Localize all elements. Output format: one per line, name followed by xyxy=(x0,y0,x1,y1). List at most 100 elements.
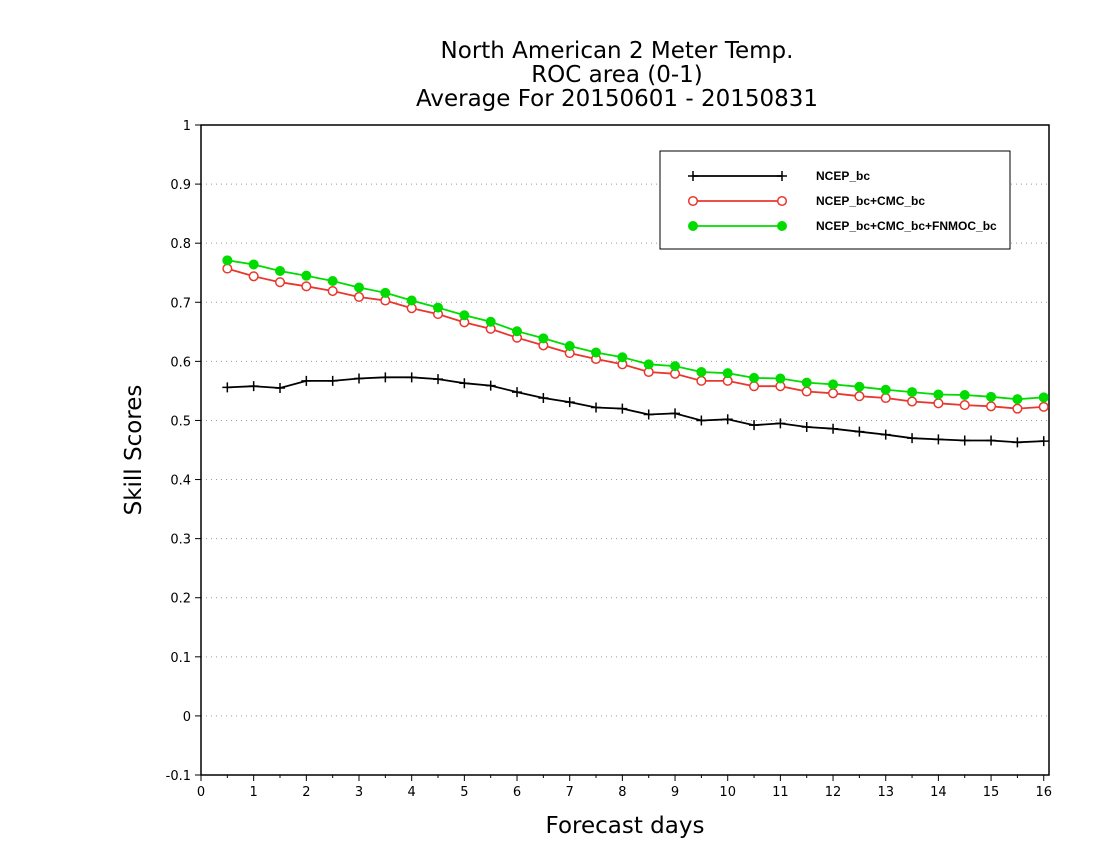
legend-label-2: NCEP_bc+CMC_bc xyxy=(816,194,925,208)
y-tick-label-0: -0.1 xyxy=(166,769,191,784)
series-3-point-22 xyxy=(801,377,812,388)
series-2-point-2 xyxy=(274,277,286,288)
series-1-point-14 xyxy=(591,402,602,413)
series-3-point-7 xyxy=(406,295,417,306)
x-tick-label-6: 6 xyxy=(513,785,521,800)
series-3-point-12 xyxy=(538,333,549,344)
series-3-point-26 xyxy=(907,387,918,398)
series-1-point-0 xyxy=(222,382,233,393)
series-1-point-19 xyxy=(722,414,733,425)
series-3-point-4 xyxy=(327,276,338,286)
plot-area-frame xyxy=(200,124,1050,776)
chart-title-line-3: Average For 20150601 - 20150831 xyxy=(416,86,818,112)
series-1-point-3 xyxy=(301,375,312,386)
series-3-point-21 xyxy=(775,373,786,384)
x-tick-label-12: 12 xyxy=(825,785,842,800)
series-2-point-20 xyxy=(748,381,760,392)
y-tick-label-7: 0.6 xyxy=(170,355,191,370)
chart-title-line-1: North American 2 Meter Temp. xyxy=(441,38,794,64)
series-3-point-2 xyxy=(275,265,286,276)
legend-marker-2a xyxy=(687,195,699,207)
series-1-point-7 xyxy=(406,372,417,383)
series-3-point-0 xyxy=(222,255,233,266)
series-1-point-13 xyxy=(564,397,575,408)
series-1-point-22 xyxy=(801,421,812,432)
y-tick-label-1: 0 xyxy=(183,710,191,725)
series-1-point-4 xyxy=(327,375,338,386)
y-tick-label-3: 0.2 xyxy=(170,592,191,607)
legend-entry-1: NCEP_bc xyxy=(688,169,870,183)
series-1-point-31 xyxy=(1038,436,1049,447)
series-3-point-17 xyxy=(670,361,681,372)
legend-entry-3: NCEP_bc+CMC_bc+FNMOC_bc xyxy=(688,219,997,233)
x-axis-label: Forecast days xyxy=(546,813,705,839)
x-tick-label-5: 5 xyxy=(460,785,468,800)
x-tick-label-10: 10 xyxy=(719,785,736,800)
x-tick-label-4: 4 xyxy=(408,785,416,800)
series-3-point-31 xyxy=(1038,392,1049,403)
y-tick-label-10: 0.9 xyxy=(170,178,191,193)
x-tick-label-2: 2 xyxy=(302,785,310,800)
series-3-point-5 xyxy=(354,282,365,293)
series-1-point-9 xyxy=(459,378,470,389)
y-tick-label-6: 0.5 xyxy=(170,414,191,429)
legend-marker-3b xyxy=(777,221,787,231)
series-2-point-22 xyxy=(801,386,812,397)
series-1-point-20 xyxy=(749,420,760,431)
series-3-point-15 xyxy=(617,352,628,363)
series-3-point-16 xyxy=(643,359,654,370)
series-2-point-1 xyxy=(248,271,259,282)
series-2-point-3 xyxy=(301,281,312,292)
legend-marker-1b xyxy=(777,171,787,181)
series-2-point-31 xyxy=(1038,401,1049,412)
series-3-point-28 xyxy=(959,390,970,401)
series-3-point-8 xyxy=(433,302,444,313)
series-3-point-29 xyxy=(986,391,997,402)
series-2-point-0 xyxy=(222,263,233,274)
series-2-point-25 xyxy=(880,392,891,404)
series-lines xyxy=(222,255,1049,448)
series-2 xyxy=(222,263,1049,414)
y-axis-ticks: -0.1 0 0.1 0.2 0.3 0.4 0.5 0.6 0.7 0.8 0.9 1 xyxy=(166,119,201,784)
series-1-point-16 xyxy=(643,409,654,420)
series-1-point-23 xyxy=(828,423,839,434)
series-1-point-18 xyxy=(696,415,707,426)
x-tick-label-14: 14 xyxy=(930,785,947,800)
x-tick-label-11: 11 xyxy=(772,785,789,800)
legend-marker-3a xyxy=(688,221,698,231)
series-1-point-15 xyxy=(617,403,628,414)
chart-title-line-2: ROC area (0-1) xyxy=(531,62,703,88)
x-tick-label-0: 0 xyxy=(197,785,205,800)
legend-marker-2b xyxy=(776,195,788,207)
x-tick-label-15: 15 xyxy=(983,785,1000,800)
x-tick-label-7: 7 xyxy=(566,785,574,800)
series-3-point-23 xyxy=(828,379,839,390)
series-1-point-10 xyxy=(485,380,496,391)
legend-label-1: NCEP_bc xyxy=(816,169,870,183)
legend-marker-1a xyxy=(688,171,698,181)
series-1-point-12 xyxy=(538,393,549,403)
x-axis-ticks: 0 1 2 3 4 5 6 7 8 9 10 11 12 13 14 15 16 xyxy=(197,775,1052,800)
series-3-line xyxy=(227,259,1044,401)
series-2-point-26 xyxy=(907,396,918,407)
series-3-point-1 xyxy=(248,259,259,270)
series-3-point-14 xyxy=(591,347,602,358)
series-1-point-1 xyxy=(248,381,259,392)
series-3-point-13 xyxy=(564,341,575,351)
series-2-point-30 xyxy=(1012,403,1023,414)
series-1-line xyxy=(227,376,1044,444)
y-tick-label-9: 0.8 xyxy=(170,237,191,252)
y-tick-label-8: 0.7 xyxy=(170,296,191,311)
series-1-point-6 xyxy=(380,372,391,383)
series-1-point-29 xyxy=(986,435,997,446)
series-1-point-21 xyxy=(775,418,786,429)
y-tick-label-5: 0.4 xyxy=(170,474,191,489)
series-1-point-25 xyxy=(880,429,891,440)
series-1-point-17 xyxy=(670,408,681,419)
series-2-point-29 xyxy=(986,401,997,412)
y-tick-label-4: 0.3 xyxy=(170,533,191,548)
series-2-point-23 xyxy=(827,388,839,399)
series-2-point-18 xyxy=(696,375,707,386)
series-1-point-11 xyxy=(512,387,523,398)
series-3-point-20 xyxy=(749,372,760,383)
